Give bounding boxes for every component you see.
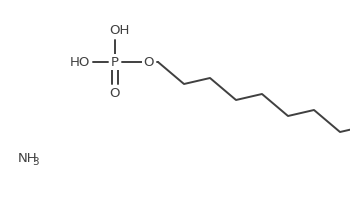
Text: OH: OH <box>109 24 129 37</box>
Text: NH: NH <box>18 151 38 164</box>
Text: O: O <box>110 87 120 100</box>
Text: HO: HO <box>70 56 90 69</box>
Text: 3: 3 <box>32 157 38 167</box>
Text: O: O <box>144 56 154 69</box>
Text: P: P <box>111 56 119 69</box>
